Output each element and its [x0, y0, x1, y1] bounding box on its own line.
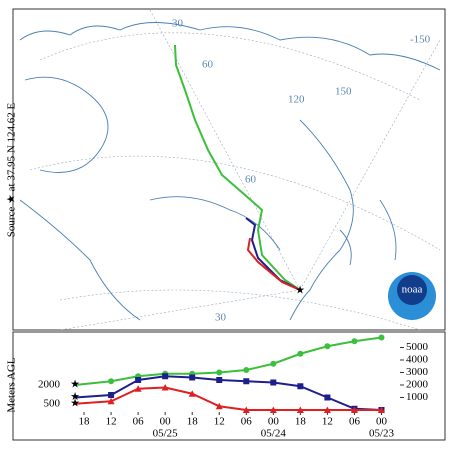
- x-tick-label: 06: [241, 416, 253, 428]
- height-line: [74, 336, 382, 386]
- coastline: [289, 119, 397, 321]
- point: [189, 374, 196, 381]
- start-label: 500: [44, 397, 61, 409]
- point: [107, 397, 115, 405]
- map-label: 30: [172, 18, 184, 30]
- y-tick-label: 4000: [406, 354, 429, 366]
- point: [270, 360, 277, 367]
- source-label: Source ★ at 37.95 N 124.62 E: [6, 102, 18, 237]
- y-tick-label: 3000: [406, 366, 429, 378]
- point: [324, 394, 331, 401]
- point: [215, 402, 223, 410]
- date-label: 05/24: [261, 428, 287, 440]
- height-line: [74, 386, 382, 411]
- point: [188, 390, 196, 397]
- x-tick-label: 18: [295, 416, 307, 428]
- point: [135, 377, 142, 383]
- map-label: -150: [410, 34, 431, 46]
- start-star: ★: [70, 379, 80, 391]
- point: [270, 379, 277, 386]
- point: [161, 384, 169, 391]
- map-label: 30: [215, 312, 227, 324]
- x-tick-label: 12: [214, 416, 225, 428]
- x-tick-label: 18: [79, 416, 91, 428]
- point: [108, 392, 115, 398]
- point: [242, 406, 250, 413]
- y-axis-label: Meters AGL: [6, 357, 18, 413]
- point: [323, 406, 331, 413]
- y-tick-label: 5000: [406, 341, 429, 353]
- x-tick-label: 00: [160, 416, 172, 428]
- map-label: 60: [245, 174, 257, 186]
- date-label: 05/23: [369, 428, 395, 440]
- point: [350, 406, 358, 413]
- point: [297, 350, 304, 357]
- y-tick-label: 2000: [406, 379, 429, 391]
- point: [216, 377, 223, 383]
- map: ★ 30 60 120 -150 150 60 30 noaa: [19, 9, 441, 331]
- point: [378, 334, 385, 341]
- x-tick-label: 12: [106, 416, 117, 428]
- point: [108, 378, 115, 385]
- noaa-text: noaa: [402, 284, 423, 296]
- date-label: 05/25: [153, 428, 179, 440]
- point: [269, 406, 277, 413]
- map-label: 120: [288, 94, 305, 106]
- x-tick-label: 12: [322, 416, 333, 428]
- source-star: ★: [295, 285, 305, 297]
- lat-circle: [29, 32, 441, 331]
- x-tick-label: 00: [376, 416, 388, 428]
- point: [243, 378, 250, 385]
- coastline: [19, 22, 441, 71]
- point: [351, 338, 358, 345]
- map-frame: [12, 8, 446, 331]
- point: [162, 373, 169, 380]
- point: [324, 343, 331, 350]
- noaa-logo-inner: [397, 275, 427, 305]
- point: [216, 369, 223, 376]
- map-label: 60: [202, 59, 214, 71]
- x-tick-label: 06: [133, 416, 145, 428]
- height-line: [74, 375, 382, 411]
- x-tick-label: 06: [349, 416, 361, 428]
- point: [377, 406, 385, 413]
- trajectory: [246, 237, 301, 291]
- point: [296, 406, 304, 413]
- border: [149, 196, 281, 251]
- coastline: [19, 76, 141, 321]
- map-label: 150: [335, 86, 352, 98]
- trajectory: [174, 44, 301, 291]
- start-star: ★: [70, 391, 80, 403]
- point: [243, 367, 250, 373]
- start-label: 2000: [38, 379, 61, 391]
- x-tick-label: 18: [187, 416, 199, 428]
- point: [297, 383, 304, 390]
- x-tick-label: 00: [268, 416, 280, 428]
- chart-frame: [12, 331, 446, 441]
- start-star: ★: [70, 397, 80, 409]
- y-tick-label: 1000: [406, 391, 429, 403]
- point: [134, 385, 142, 392]
